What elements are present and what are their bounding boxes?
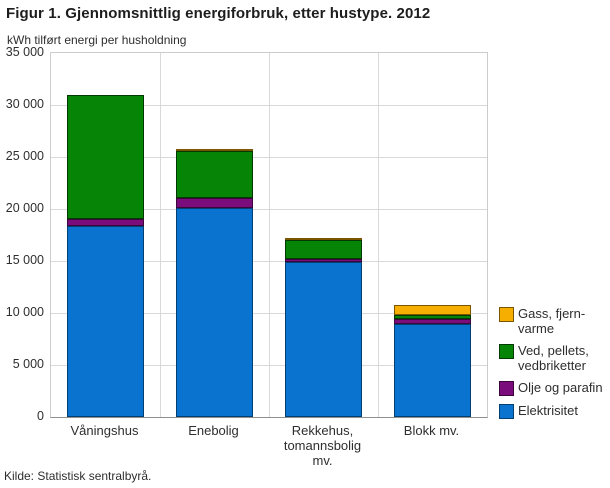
legend-item[interactable]: Elektrisitet bbox=[499, 403, 609, 419]
y-tick-label: 25 000 bbox=[5, 149, 44, 163]
category-divider bbox=[160, 53, 161, 417]
bar-segment bbox=[67, 225, 144, 417]
x-category-label: Rekkehus, tomannsbolig mv. bbox=[283, 423, 362, 468]
bar-segment bbox=[285, 240, 362, 259]
y-axis: 35 000 30 000 25 000 20 000 15 000 10 000 5 00… bbox=[0, 45, 44, 423]
bar-segment bbox=[176, 197, 253, 208]
bar-segment bbox=[394, 315, 471, 320]
bar-segment bbox=[394, 304, 471, 316]
bar-segment bbox=[285, 258, 362, 263]
bar-segment bbox=[67, 219, 144, 226]
y-tick-label: 30 000 bbox=[5, 97, 44, 111]
y-tick-label: 5 000 bbox=[12, 357, 44, 371]
legend-swatch bbox=[499, 307, 514, 322]
bar-segment bbox=[285, 238, 362, 241]
source-caption: Kilde: Statistisk sentralbyrå. bbox=[4, 469, 152, 483]
x-category-label: Enebolig bbox=[188, 423, 239, 438]
y-tick-label: 20 000 bbox=[5, 201, 44, 215]
chart-title: Figur 1. Gjennomsnittlig energiforbruk, … bbox=[6, 5, 431, 22]
legend-item[interactable]: Gass, fjern-varme bbox=[499, 306, 609, 336]
plot-area bbox=[50, 52, 488, 418]
x-category-label: Våningshus bbox=[70, 423, 139, 438]
legend-swatch bbox=[499, 381, 514, 396]
legend-label: Elektrisitet bbox=[518, 403, 578, 418]
legend-label: Ved, pellets, vedbriketter bbox=[518, 343, 589, 373]
chart-legend: Gass, fjern-varme Ved, pellets, vedbrikett… bbox=[499, 306, 609, 426]
bar-segment bbox=[176, 148, 253, 151]
bar-segment bbox=[176, 150, 253, 198]
bar-segment bbox=[176, 207, 253, 417]
x-axis: Våningshus Enebolig Rekkehus, tomannsbolig m… bbox=[50, 423, 488, 473]
y-tick-label: 35 000 bbox=[5, 45, 44, 59]
legend-item[interactable]: Olje og parafin bbox=[499, 380, 609, 396]
legend-swatch bbox=[499, 404, 514, 419]
legend-label: Olje og parafin bbox=[518, 380, 603, 395]
y-axis-unit-label: kWh tilført energi per husholdning bbox=[7, 33, 187, 47]
bar-segment bbox=[394, 324, 471, 417]
legend-swatch bbox=[499, 344, 514, 359]
bar-segment bbox=[394, 319, 471, 325]
legend-label: Gass, fjern-varme bbox=[518, 306, 586, 336]
y-tick-label: 10 000 bbox=[5, 305, 44, 319]
bar-segment bbox=[285, 262, 362, 417]
category-divider bbox=[378, 53, 379, 417]
bar-segment bbox=[67, 94, 144, 220]
y-tick-label: 15 000 bbox=[5, 253, 44, 267]
category-divider bbox=[269, 53, 270, 417]
x-category-label: Blokk mv. bbox=[403, 423, 460, 438]
legend-item[interactable]: Ved, pellets, vedbriketter bbox=[499, 343, 609, 373]
y-tick-label: 0 bbox=[37, 409, 44, 423]
